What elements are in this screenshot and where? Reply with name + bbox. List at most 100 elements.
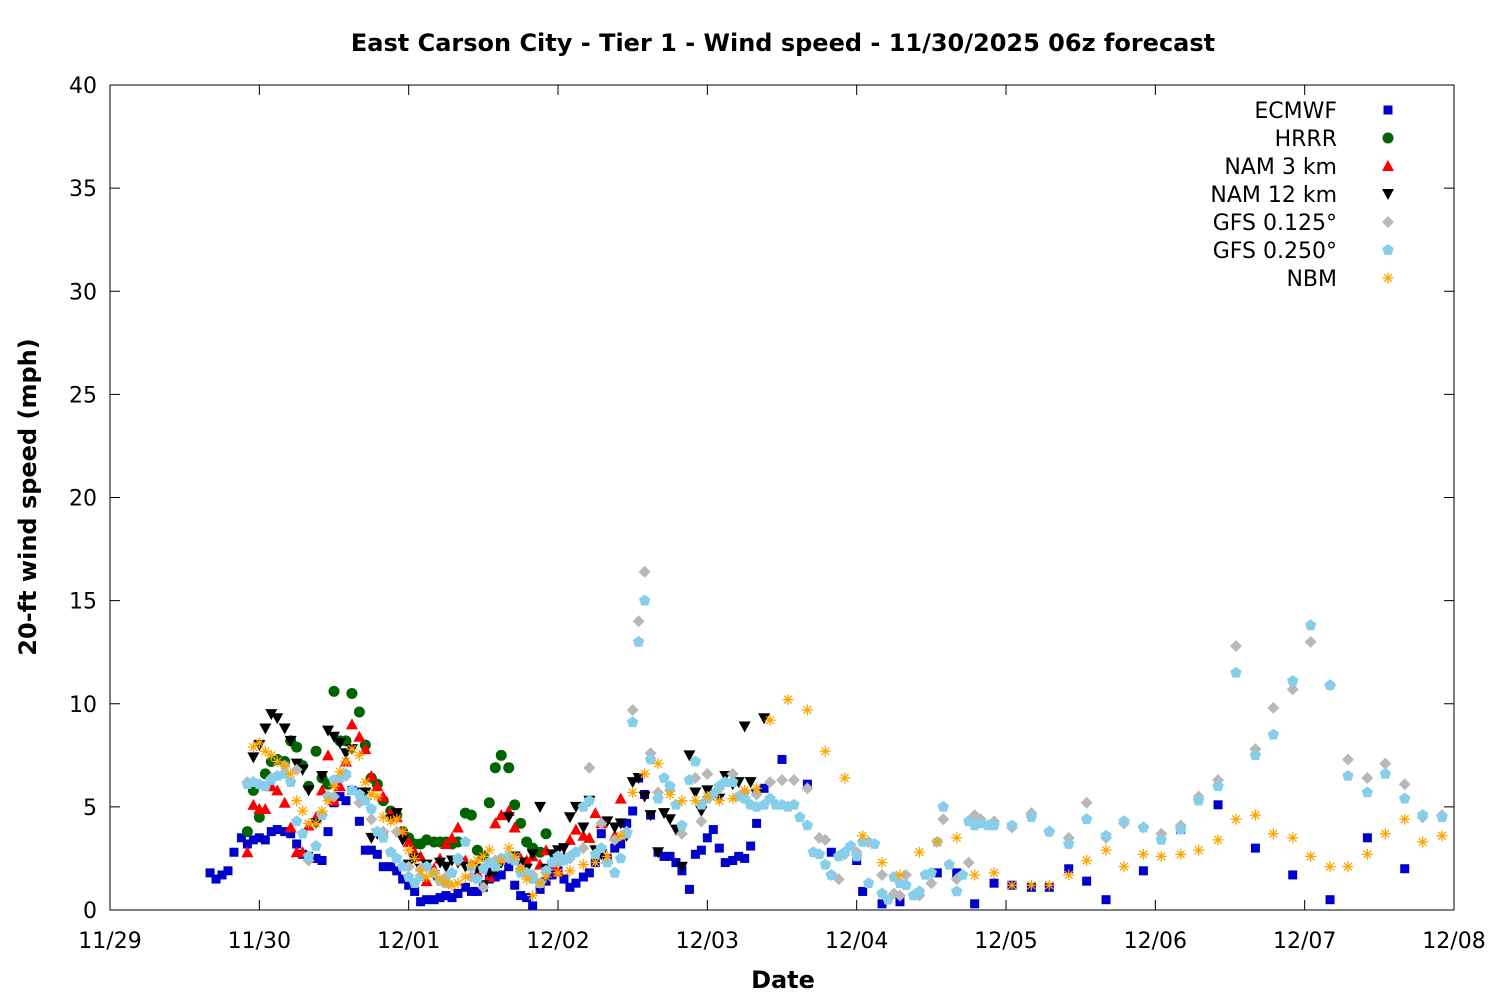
data-point (271, 713, 284, 725)
y-tick-label: 40 (69, 74, 97, 99)
data-point (328, 685, 340, 697)
y-tick-label: 5 (83, 796, 97, 821)
data-point (759, 783, 769, 793)
data-point (764, 792, 776, 804)
data-point (247, 798, 260, 810)
data-point (557, 843, 570, 855)
legend-marker (1382, 132, 1394, 144)
data-point (601, 850, 613, 862)
data-point (644, 810, 657, 822)
legend-marker (1383, 105, 1393, 115)
data-point (720, 858, 730, 868)
chart-title: East Carson City - Tier 1 - Wind speed -… (351, 29, 1215, 57)
data-point (509, 799, 521, 811)
data-point (675, 861, 688, 873)
data-point (284, 735, 297, 747)
data-point (372, 849, 382, 859)
data-point (658, 772, 670, 783)
data-point (850, 850, 863, 862)
data-point (353, 788, 366, 800)
data-point (297, 805, 309, 817)
data-point (217, 870, 227, 880)
data-point (751, 782, 763, 794)
data-point (684, 884, 694, 894)
data-point (1212, 780, 1224, 792)
data-point (540, 828, 552, 840)
data-point (1100, 829, 1112, 841)
data-point (271, 784, 284, 796)
data-point (1398, 778, 1411, 791)
y-axis-label: 20-ft wind speed (mph) (14, 338, 42, 655)
x-tick-label: 12/08 (1422, 929, 1485, 954)
data-point (626, 716, 639, 728)
data-point (858, 886, 868, 896)
data-point (1304, 635, 1317, 648)
data-point (689, 795, 701, 807)
data-point (1417, 836, 1429, 848)
data-point (695, 815, 708, 828)
data-point (1213, 800, 1223, 810)
data-point (378, 862, 388, 872)
y-axis: 0 5 10 15 20 25 30 35 40 (69, 74, 1454, 924)
data-point (1230, 813, 1242, 825)
data-point (638, 791, 651, 803)
data-point (365, 813, 378, 826)
data-point (402, 871, 415, 882)
data-point (353, 749, 365, 761)
data-point (819, 745, 831, 757)
data-point (932, 868, 942, 878)
data-point (614, 818, 627, 830)
data-point (353, 730, 366, 742)
data-point (291, 795, 303, 807)
data-point (354, 816, 364, 826)
data-point (1286, 683, 1299, 696)
data-point (386, 862, 396, 872)
legend-marker (1382, 216, 1394, 228)
data-point (900, 879, 912, 891)
data-point (460, 882, 470, 892)
data-point (1043, 825, 1056, 837)
data-point (738, 721, 751, 733)
data-point (508, 821, 521, 833)
data-point (569, 823, 582, 835)
data-point (1249, 749, 1262, 761)
data-point (453, 889, 463, 898)
data-point (664, 789, 676, 800)
data-point (970, 899, 980, 909)
data-point (278, 796, 291, 808)
data-point (726, 767, 739, 780)
data-point (876, 857, 888, 869)
data-point (434, 873, 446, 885)
data-point (801, 782, 814, 795)
data-point (758, 713, 771, 725)
data-point (402, 835, 415, 847)
data-point (584, 868, 594, 878)
data-point (943, 858, 955, 870)
data-point (626, 703, 639, 716)
data-point (502, 812, 515, 824)
data-point (396, 860, 409, 872)
x-tick-label: 12/07 (1273, 929, 1336, 954)
data-point (734, 851, 744, 861)
data-point (1193, 844, 1205, 856)
data-point (495, 855, 507, 866)
data-point (1342, 861, 1354, 873)
data-point (259, 723, 272, 735)
data-point (503, 762, 515, 774)
y-tick-label: 0 (83, 899, 97, 924)
data-point (1155, 850, 1167, 862)
data-point (794, 811, 806, 823)
data-point (713, 795, 725, 807)
data-point (876, 887, 888, 899)
data-point (322, 795, 334, 807)
data-point (398, 874, 408, 884)
x-axis-label: Date (751, 966, 815, 994)
data-point (1362, 833, 1372, 843)
data-point (1416, 809, 1429, 820)
data-point (434, 857, 447, 869)
data-point (278, 723, 291, 735)
data-point (1267, 728, 1280, 740)
data-point (862, 877, 875, 889)
data-point (316, 805, 328, 817)
data-point (410, 886, 420, 896)
